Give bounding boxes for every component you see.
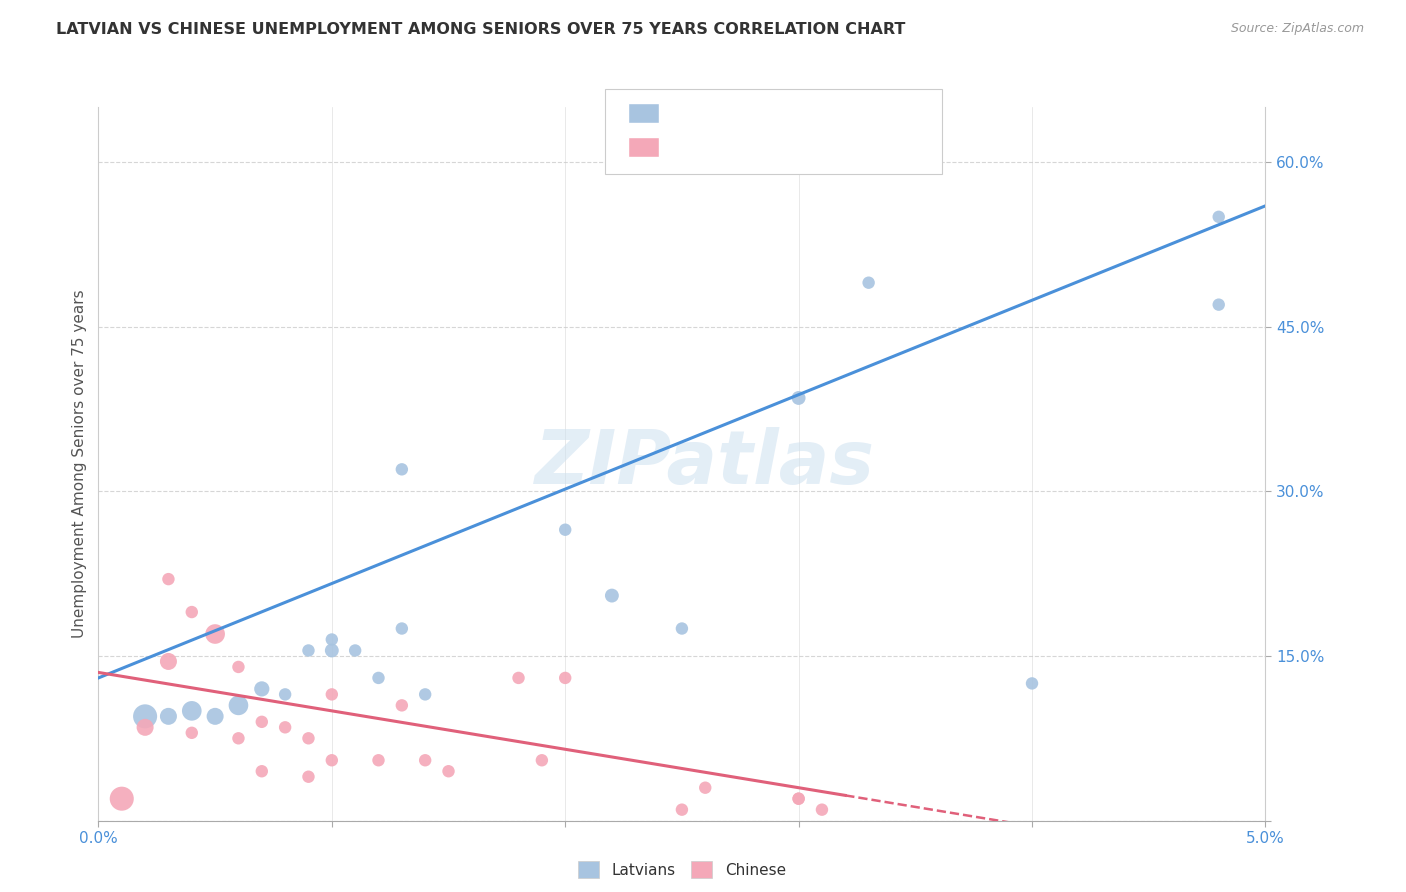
Point [157,709,180,723]
Point [600,589,623,603]
Point [321,753,343,767]
Point [180,605,202,619]
Point [695,780,717,795]
Point [508,671,530,685]
Text: LATVIAN VS CHINESE UNEMPLOYMENT AMONG SENIORS OVER 75 YEARS CORRELATION CHART: LATVIAN VS CHINESE UNEMPLOYMENT AMONG SE… [56,22,905,37]
Text: N = 23: N = 23 [821,106,876,120]
Point [391,622,413,636]
Text: ZIPatlas: ZIPatlas [536,427,876,500]
Point [204,627,226,641]
Point [391,462,413,476]
Point [297,731,319,746]
Point [413,753,436,767]
Text: N = 28: N = 28 [821,140,876,154]
Point [157,655,180,669]
Point [321,687,343,701]
Point [250,764,273,779]
Point [180,704,202,718]
Point [134,720,156,734]
Point [787,391,810,405]
Point [671,622,693,636]
Point [321,632,343,647]
Point [1208,210,1230,224]
Point [787,791,810,805]
Text: R =  0.522: R = 0.522 [671,106,749,120]
Point [554,523,576,537]
Point [321,643,343,657]
Point [413,687,436,701]
Point [134,709,156,723]
Point [530,753,553,767]
Point [1208,298,1230,312]
Point [297,770,319,784]
Point [437,764,460,779]
Point [250,714,273,729]
Point [111,791,134,805]
Point [811,803,834,817]
Y-axis label: Unemployment Among Seniors over 75 years: Unemployment Among Seniors over 75 years [72,290,87,638]
Point [1021,676,1043,690]
Text: R = -0.415: R = -0.415 [671,140,749,154]
Point [671,803,693,817]
Legend: Latvians, Chinese: Latvians, Chinese [572,855,792,884]
Point [157,572,180,586]
Point [228,731,250,746]
Point [344,643,367,657]
Point [391,698,413,713]
Text: Source: ZipAtlas.com: Source: ZipAtlas.com [1230,22,1364,36]
Point [367,753,389,767]
Point [554,671,576,685]
Point [250,681,273,696]
Point [180,726,202,740]
Point [274,687,297,701]
Point [787,791,810,805]
Point [274,720,297,734]
Point [228,660,250,674]
Point [204,709,226,723]
Point [367,671,389,685]
Point [858,276,880,290]
Point [228,698,250,713]
Point [297,643,319,657]
